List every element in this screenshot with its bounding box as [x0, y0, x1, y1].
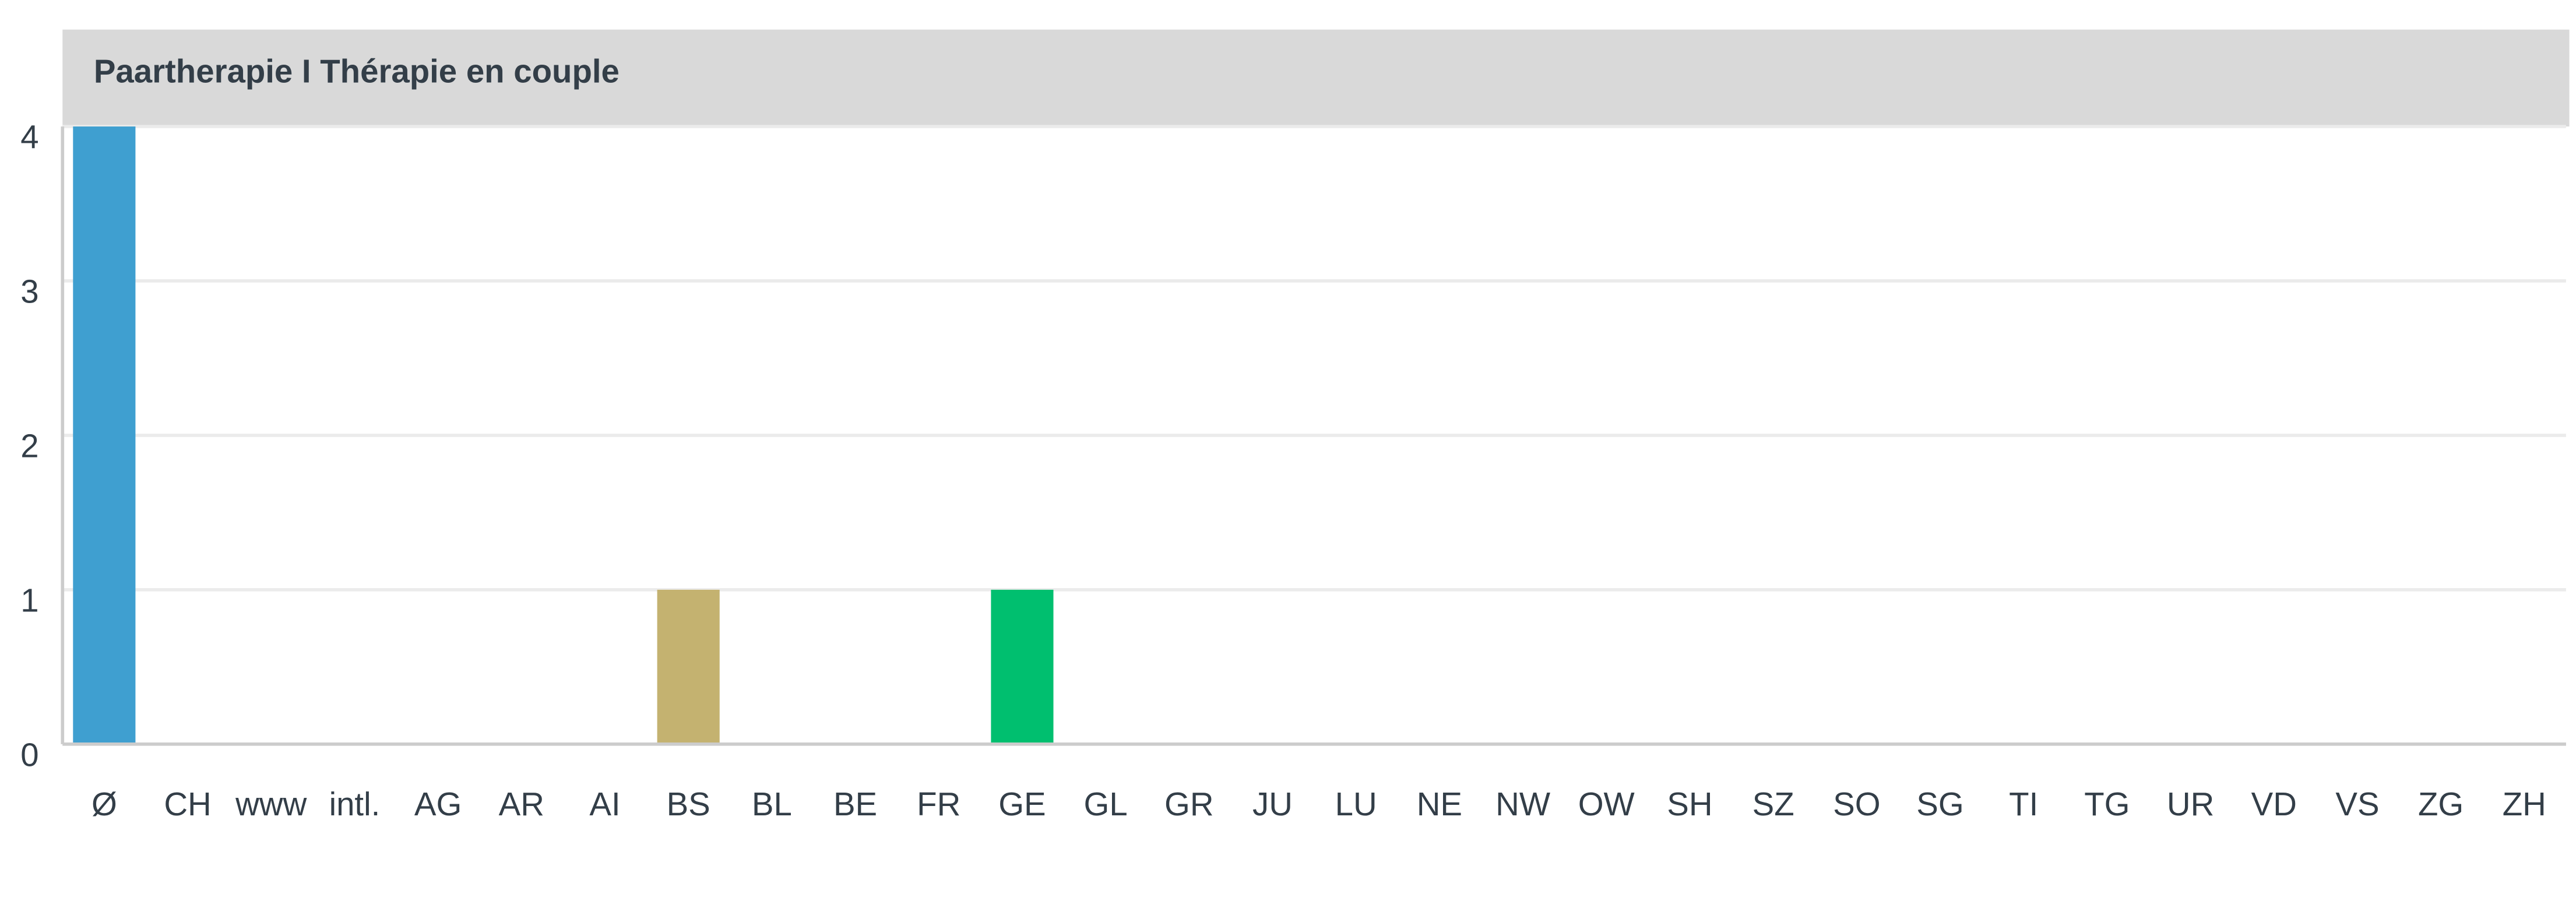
x-tick-label: GR: [1164, 786, 1214, 822]
x-tick-label: GL: [1084, 786, 1128, 822]
x-tick-label: SZ: [1752, 786, 1794, 822]
bar: [657, 589, 720, 744]
y-tick-label: 4: [20, 118, 38, 155]
x-tick-label: AI: [589, 786, 620, 822]
y-tick-label: 3: [20, 273, 38, 309]
x-tick-label: TI: [2009, 786, 2038, 822]
x-tick-label: VD: [2251, 786, 2297, 822]
bar: [991, 589, 1054, 744]
x-tick-label: SO: [1833, 786, 1880, 822]
x-tick-label: BE: [833, 786, 877, 822]
x-tick-label: CH: [164, 786, 211, 822]
x-tick-label: GE: [998, 786, 1046, 822]
x-tick-label: AR: [499, 786, 544, 822]
x-tick-label: ZG: [2418, 786, 2464, 822]
x-tick-label: ZH: [2503, 786, 2546, 822]
y-tick-label: 0: [20, 736, 38, 773]
x-tick-label: intl.: [329, 786, 381, 822]
x-tick-label: LU: [1335, 786, 1377, 822]
x-tick-label: Ø: [92, 786, 117, 822]
x-tick-label: SH: [1667, 786, 1712, 822]
x-tick-label: SG: [1916, 786, 1963, 822]
bar: [73, 126, 136, 744]
y-tick-label: 2: [20, 427, 38, 464]
x-tick-label: OW: [1578, 786, 1635, 822]
x-tick-label: AG: [414, 786, 462, 822]
x-tick-label: BL: [752, 786, 792, 822]
x-tick-label: JU: [1252, 786, 1293, 822]
header-band: [62, 29, 2570, 127]
x-tick-label: FR: [917, 786, 960, 822]
y-tick-label: 1: [20, 582, 38, 618]
x-tick-label: TG: [2084, 786, 2130, 822]
x-tick-label: BS: [667, 786, 710, 822]
x-tick-label: NW: [1495, 786, 1550, 822]
x-tick-label: www: [235, 786, 307, 822]
x-tick-label: NE: [1417, 786, 1462, 822]
chart-title: Paartherapie I Thérapie en couple: [94, 53, 620, 90]
x-tick-label: VS: [2335, 786, 2379, 822]
x-tick-label: UR: [2167, 786, 2214, 822]
